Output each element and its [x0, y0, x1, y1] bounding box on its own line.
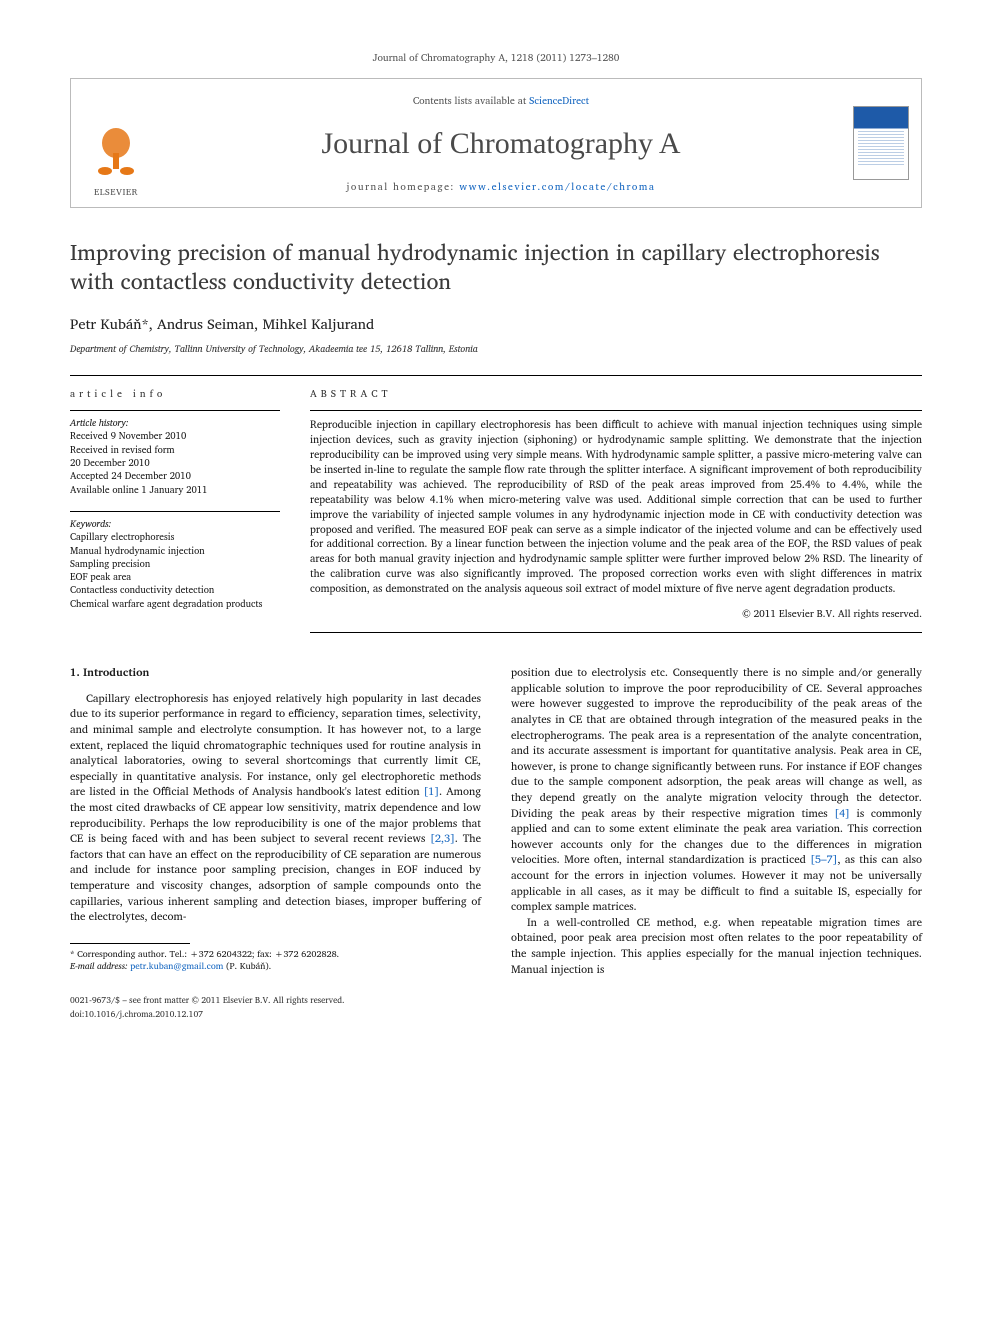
email-who: (P. Kubáň).	[223, 958, 271, 973]
keyword: Manual hydrodynamic injection	[70, 545, 280, 558]
email-label: E-mail address:	[70, 958, 128, 973]
footer-left: 0021-9673/$ – see front matter © 2011 El…	[70, 993, 344, 1021]
copyright: © 2011 Elsevier B.V. All rights reserved…	[310, 604, 922, 632]
history-revised-2: 20 December 2010	[70, 457, 280, 470]
body-column-right: position due to electrolysis etc. Conseq…	[511, 665, 922, 977]
contents-prefix: Contents lists available at	[413, 93, 529, 109]
article-info-column: article info Article history: Received 9…	[70, 376, 280, 633]
section-heading-intro: 1. Introduction	[70, 665, 481, 681]
elsevier-tree-icon	[91, 125, 141, 184]
journal-header: ELSEVIER Contents lists available at Sci…	[70, 78, 922, 208]
journal-name: Journal of Chromatography A	[161, 127, 841, 161]
contents-available: Contents lists available at ScienceDirec…	[161, 93, 841, 109]
author-email-link[interactable]: petr.kuban@gmail.com	[130, 958, 223, 973]
page-footer: 0021-9673/$ – see front matter © 2011 El…	[70, 993, 922, 1021]
keyword: EOF peak area	[70, 571, 280, 584]
publisher-name: ELSEVIER	[94, 184, 138, 199]
info-label: article info	[70, 376, 280, 410]
divider	[310, 632, 922, 633]
abstract-text: Reproducible injection in capillary elec…	[310, 411, 922, 604]
homepage-prefix: journal homepage:	[347, 179, 460, 195]
header-center: Contents lists available at ScienceDirec…	[161, 79, 841, 207]
footnotes: * Corresponding author. Tel.: +372 62043…	[70, 948, 481, 972]
keyword: Chemical warfare agent degradation produ…	[70, 598, 280, 611]
footer-doi: doi:10.1016/j.chroma.2010.12.107	[70, 1007, 344, 1021]
publisher-logo-cell: ELSEVIER	[71, 79, 161, 207]
keyword: Sampling precision	[70, 558, 280, 571]
journal-cover-thumb	[853, 106, 909, 180]
cover-cell	[841, 79, 921, 207]
abstract-column: abstract Reproducible injection in capil…	[310, 376, 922, 633]
article-history: Article history: Received 9 November 201…	[70, 411, 280, 511]
body-column-left: 1. Introduction Capillary electrophoresi…	[70, 665, 481, 977]
article-title: Improving precision of manual hydrodynam…	[70, 238, 922, 295]
keywords-block: Keywords: Capillary electrophoresis Manu…	[70, 512, 280, 617]
history-accepted: Accepted 24 December 2010	[70, 470, 280, 483]
sciencedirect-link[interactable]: ScienceDirect	[529, 93, 589, 109]
authors: Petr Kubáň*, Andrus Seiman, Mihkel Kalju…	[70, 313, 922, 336]
keyword: Capillary electrophoresis	[70, 531, 280, 544]
history-online: Available online 1 January 2011	[70, 484, 280, 497]
body-paragraph: position due to electrolysis etc. Conseq…	[511, 665, 922, 915]
citation-line: Journal of Chromatography A, 1218 (2011)…	[70, 50, 922, 66]
keyword: Contactless conductivity detection	[70, 584, 280, 597]
body-paragraph: Capillary electrophoresis has enjoyed re…	[70, 691, 481, 925]
keywords-head: Keywords:	[70, 518, 280, 531]
history-head: Article history:	[70, 417, 280, 430]
elsevier-logo: ELSEVIER	[81, 119, 151, 199]
homepage-line: journal homepage: www.elsevier.com/locat…	[161, 179, 841, 195]
citation-link[interactable]: [5–7]	[810, 850, 837, 868]
citation-link[interactable]: [2,3]	[430, 829, 455, 847]
footer-issn: 0021-9673/$ – see front matter © 2011 El…	[70, 993, 344, 1007]
homepage-link[interactable]: www.elsevier.com/locate/chroma	[459, 179, 655, 195]
citation-link[interactable]: [4]	[834, 804, 850, 822]
affiliation: Department of Chemistry, Tallinn Univers…	[70, 342, 922, 357]
email-line: E-mail address: petr.kuban@gmail.com (P.…	[70, 960, 481, 972]
history-revised-1: Received in revised form	[70, 444, 280, 457]
body-columns: 1. Introduction Capillary electrophoresi…	[70, 665, 922, 977]
citation-link[interactable]: [1]	[424, 782, 440, 800]
footnote-separator	[70, 943, 190, 944]
abstract-label: abstract	[310, 376, 922, 410]
history-received: Received 9 November 2010	[70, 430, 280, 443]
body-paragraph: In a well-controlled CE method, e.g. whe…	[511, 915, 922, 977]
